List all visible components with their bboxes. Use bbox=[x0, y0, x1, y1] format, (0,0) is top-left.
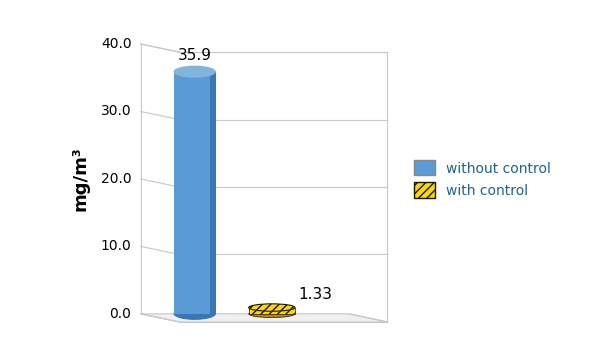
Text: 30.0: 30.0 bbox=[101, 104, 131, 118]
Bar bbox=[249, 308, 295, 314]
Text: 35.9: 35.9 bbox=[178, 48, 212, 63]
Polygon shape bbox=[140, 314, 387, 322]
Ellipse shape bbox=[249, 304, 295, 311]
Text: 1.33: 1.33 bbox=[299, 287, 333, 302]
Ellipse shape bbox=[173, 308, 216, 320]
Bar bbox=[210, 72, 216, 314]
Text: 10.0: 10.0 bbox=[101, 239, 131, 253]
Bar bbox=[173, 72, 216, 314]
Ellipse shape bbox=[249, 310, 295, 317]
Legend: without control, with control: without control, with control bbox=[408, 155, 556, 203]
Ellipse shape bbox=[173, 65, 216, 78]
Text: 0.0: 0.0 bbox=[109, 307, 131, 321]
Text: 40.0: 40.0 bbox=[101, 37, 131, 51]
Text: mg/m³: mg/m³ bbox=[72, 147, 89, 211]
Text: 20.0: 20.0 bbox=[101, 172, 131, 186]
